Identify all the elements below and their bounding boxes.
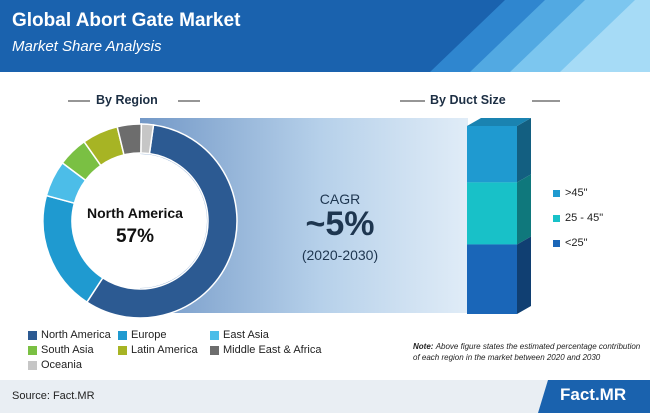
footnote-text: Above figure states the estimated percen… (413, 342, 641, 362)
legend-swatch (28, 330, 37, 340)
footnote: Note: Above figure states the estimated … (413, 341, 643, 363)
duct-legend-item: >45" (553, 187, 588, 199)
legend-swatch (28, 360, 37, 370)
duct-legend-item: 25 - 45" (553, 212, 603, 224)
legend-item: Latin America (118, 344, 198, 356)
duct-legend-label: >45" (565, 187, 588, 199)
duct-size-stacked-bar (467, 118, 531, 314)
donut-center-value: 57% (115, 226, 155, 247)
duct-bar-segment-45 (467, 126, 517, 183)
legend-swatch (210, 330, 219, 340)
legend-label: East Asia (223, 329, 269, 341)
legend-swatch (28, 345, 37, 355)
legend-item: North America (28, 329, 111, 341)
duct-bar-top (467, 118, 531, 126)
header-stripe-4 (560, 0, 650, 72)
donut-hole (73, 154, 207, 288)
donut-slice-north-america (85, 124, 238, 319)
legend-label: Latin America (131, 344, 198, 356)
legend-item: Middle East & Africa (210, 344, 321, 356)
cagr-value: ~5% (305, 205, 375, 243)
legend-label: North America (41, 329, 111, 341)
duct-bar-side-45 (517, 118, 531, 183)
duct-bar-side-25-45 (517, 174, 531, 245)
legend-label: South Asia (41, 344, 94, 356)
legend-label: Middle East & Africa (223, 344, 322, 356)
legend-label: Europe (131, 329, 167, 341)
legend-swatch (118, 345, 127, 355)
duct-bar-side-25 (517, 236, 531, 314)
legend-item: Oceania (28, 359, 82, 371)
duct-legend-label: <25" (565, 237, 588, 249)
duct-legend-swatch (553, 214, 560, 222)
donut-center-label: North America (87, 205, 183, 221)
donut-slice-oceania (140, 123, 155, 155)
duct-legend-item: <25" (553, 237, 588, 249)
page-title: Global Abort Gate Market (12, 10, 241, 31)
duct-bar-segment-25 (467, 244, 517, 314)
legend-item: South Asia (28, 344, 94, 356)
legend-swatch (118, 330, 127, 340)
region-donut-chart (42, 123, 238, 319)
duct-legend-label: 25 - 45" (565, 212, 604, 224)
cagr-label: CAGR (319, 191, 361, 207)
source-text: Source: Fact.MR (12, 390, 95, 402)
region-section-title: By Region (96, 93, 158, 107)
legend-swatch (210, 345, 219, 355)
legend-label: Oceania (41, 359, 82, 371)
duct-bar-segment-25-45 (467, 182, 517, 245)
page-subtitle: Market Share Analysis (12, 38, 162, 55)
legend-item: Europe (118, 329, 166, 341)
duct-section-title: By Duct Size (430, 93, 506, 107)
duct-legend-swatch (553, 239, 560, 247)
cagr-period: (2020-2030) (301, 247, 379, 263)
brand-band (538, 380, 650, 413)
legend-item: East Asia (210, 329, 269, 341)
footnote-prefix: Note: (413, 342, 434, 351)
duct-legend-swatch (553, 189, 560, 197)
brand-logo: Fact.MR (560, 385, 627, 404)
